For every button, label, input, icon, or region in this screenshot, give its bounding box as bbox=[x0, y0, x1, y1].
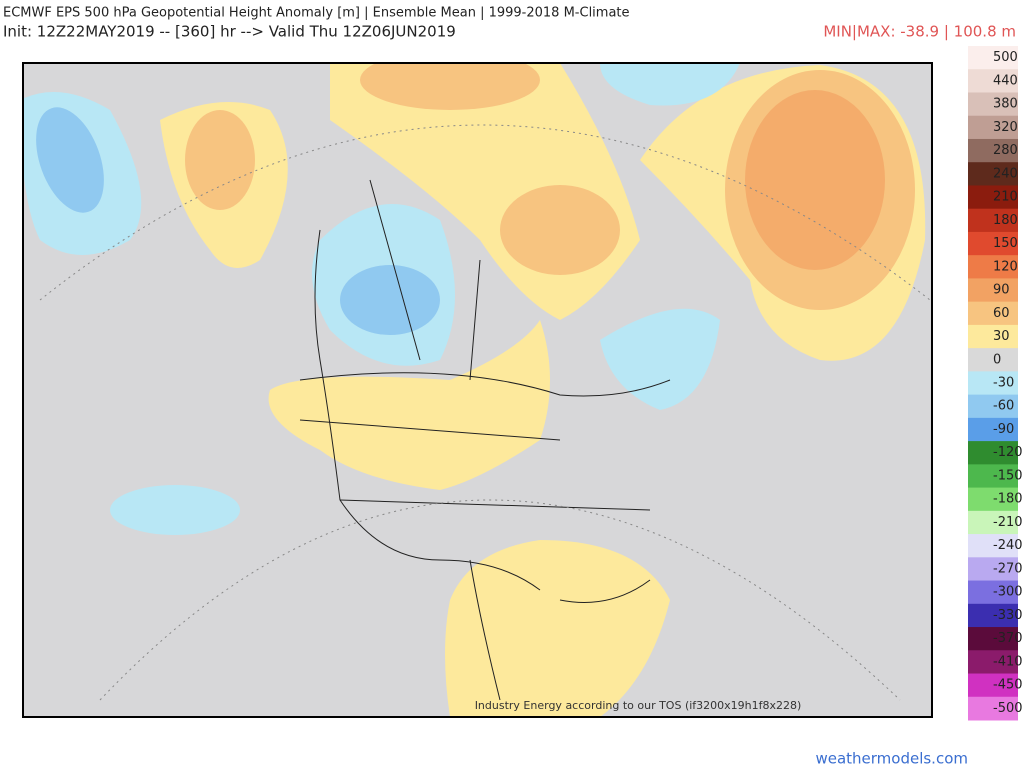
colorbar-swatch bbox=[968, 138, 1018, 163]
colorbar-label: -300 bbox=[993, 585, 1023, 600]
colorbar-swatch bbox=[968, 627, 1018, 651]
graticule bbox=[39, 124, 931, 701]
colorbar-swatch bbox=[968, 46, 1018, 70]
colorbar-label: 150 bbox=[993, 236, 1018, 251]
colorbar-swatch bbox=[968, 301, 1018, 326]
colorbar-label: 500 bbox=[993, 50, 1018, 65]
colorbar-swatch bbox=[968, 696, 1018, 721]
colorbar-swatch bbox=[968, 348, 1018, 372]
colorbar-swatch bbox=[968, 510, 1018, 535]
colorbar-label: -120 bbox=[993, 445, 1023, 460]
colorbar-swatch bbox=[968, 231, 1018, 256]
colorbar-swatch bbox=[968, 557, 1018, 582]
colorbar-label: 120 bbox=[993, 259, 1018, 274]
colorbar-swatch bbox=[968, 324, 1018, 349]
colorbar-label: -30 bbox=[993, 376, 1014, 391]
min-max: MIN|MAX: -38.9 | 100.8 m bbox=[823, 23, 1016, 41]
title: ECMWF EPS 500 hPa Geopotential Height An… bbox=[3, 6, 630, 21]
footer-link[interactable]: weathermodels.com bbox=[815, 750, 968, 768]
colorbar-label: -500 bbox=[993, 701, 1023, 716]
colorbar-label: 280 bbox=[993, 143, 1018, 158]
colorbar-swatch bbox=[968, 534, 1018, 558]
colorbar-swatch bbox=[968, 464, 1018, 489]
colorbar-swatch bbox=[968, 208, 1018, 233]
colorbar-swatch bbox=[968, 162, 1018, 186]
colorbar-label: -210 bbox=[993, 515, 1023, 530]
colorbar-label: -330 bbox=[993, 608, 1023, 623]
anomaly-fields bbox=[23, 63, 926, 717]
colorbar-label: 90 bbox=[993, 283, 1010, 298]
colorbar-label: -450 bbox=[993, 678, 1023, 693]
colorbar-label: 30 bbox=[993, 329, 1010, 344]
colorbar-label: -240 bbox=[993, 538, 1023, 553]
colorbar-swatch bbox=[968, 278, 1018, 303]
colorbar-swatch bbox=[968, 603, 1018, 628]
colorbar-label: -150 bbox=[993, 468, 1023, 483]
colorbar-label: -60 bbox=[993, 399, 1014, 414]
colorbar-label: 380 bbox=[993, 97, 1018, 112]
colorbar-swatch bbox=[968, 371, 1018, 396]
map bbox=[23, 63, 932, 717]
subtitle: Init: 12Z22MAY2019 -- [360] hr --> Valid… bbox=[3, 23, 456, 41]
colorbar-label: -180 bbox=[993, 492, 1023, 507]
colorbar-label: 320 bbox=[993, 120, 1018, 135]
colorbar-swatch bbox=[968, 255, 1018, 279]
colorbar-label: 60 bbox=[993, 306, 1010, 321]
colorbar-swatch bbox=[968, 487, 1018, 512]
colorbar-swatch bbox=[968, 673, 1018, 698]
colorbar-swatch bbox=[968, 115, 1018, 140]
colorbar-label: 180 bbox=[993, 213, 1018, 228]
colorbar: 500 440 380 320 280 240 210 180 150 120 90 60 30 0 -30… bbox=[968, 46, 1023, 721]
colorbar-swatch bbox=[968, 580, 1018, 605]
colorbar-label: 240 bbox=[993, 166, 1018, 181]
watermark: Industry Energy according to our TOS (if… bbox=[475, 699, 802, 712]
colorbar-label: -370 bbox=[993, 631, 1023, 646]
map-frame bbox=[22, 62, 933, 718]
colorbar-swatch bbox=[968, 650, 1018, 675]
colorbar-label: 0 bbox=[993, 352, 1001, 367]
colorbar-swatch bbox=[968, 394, 1018, 419]
colorbar-swatch bbox=[968, 441, 1018, 465]
colorbar-label: 210 bbox=[993, 190, 1018, 205]
colorbar-label: 440 bbox=[993, 73, 1018, 88]
boundaries bbox=[299, 179, 671, 701]
colorbar-label: -270 bbox=[993, 561, 1023, 576]
colorbar-swatch bbox=[968, 69, 1018, 93]
colorbar-swatch bbox=[968, 185, 1018, 210]
colorbar-swatch bbox=[968, 417, 1018, 442]
colorbar-swatch bbox=[968, 92, 1018, 117]
colorbar-label: -90 bbox=[993, 422, 1014, 437]
colorbar-label: -410 bbox=[993, 654, 1023, 669]
